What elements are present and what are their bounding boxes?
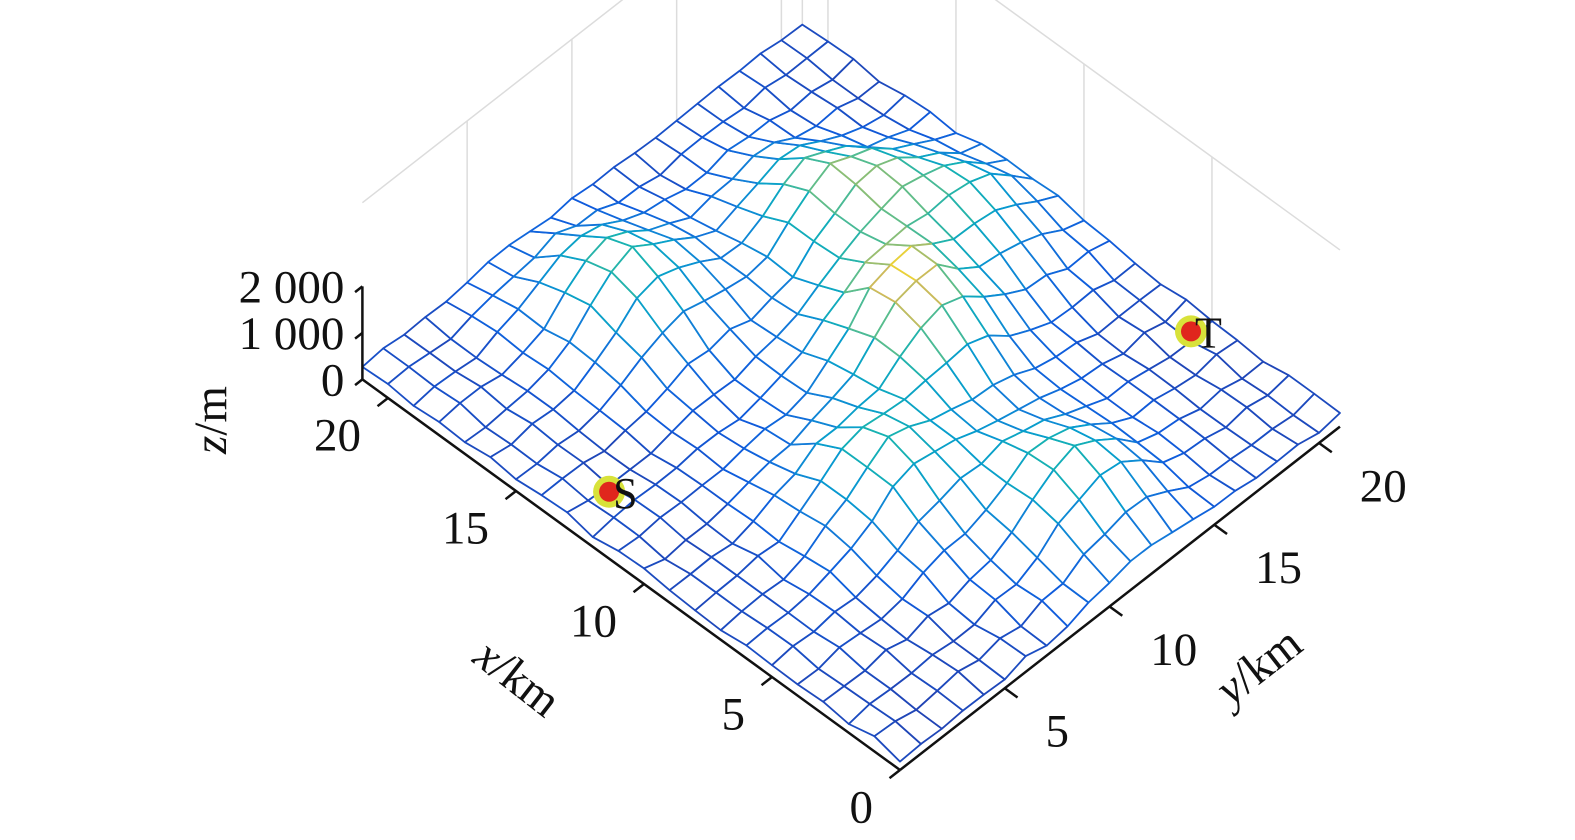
x-tick-label: 15 xyxy=(442,502,489,554)
x-tick-mark xyxy=(376,397,389,408)
x-tick-mark xyxy=(632,583,645,594)
marker-label: T xyxy=(1195,308,1222,357)
z-tick-mark xyxy=(354,285,364,294)
x-tick-mark xyxy=(760,676,773,687)
surface-mesh xyxy=(361,23,1341,763)
y-tick-mark xyxy=(1108,605,1124,617)
x-tick-label: 5 xyxy=(722,688,746,740)
y-tick-label: 15 xyxy=(1255,542,1302,594)
axis-walls xyxy=(361,0,1341,334)
markers: ST xyxy=(593,308,1222,518)
z-tick-label: 0 xyxy=(321,354,345,406)
marker-label: S xyxy=(613,469,637,518)
y-tick-label: 10 xyxy=(1150,624,1197,676)
z-tick-mark xyxy=(354,378,364,387)
x-tick-label: 10 xyxy=(570,595,617,647)
x-tick-mark xyxy=(504,490,517,501)
x-tick-label: 20 xyxy=(314,409,361,461)
x-tick-mark xyxy=(888,769,901,780)
mesh-cell xyxy=(1292,392,1341,434)
z-tick-mark xyxy=(354,331,364,340)
y-tick-label: 5 xyxy=(1045,706,1069,758)
marker-dot xyxy=(1181,321,1201,342)
x-axis-label: x/km xyxy=(463,628,570,727)
z-tick-label: 2 000 xyxy=(239,261,345,313)
wall-top-edge xyxy=(361,0,1341,251)
x-tick-label: 0 xyxy=(850,781,874,833)
y-tick-mark xyxy=(1004,687,1019,699)
y-tick-label: 20 xyxy=(1360,460,1407,512)
y-tick-mark xyxy=(1318,441,1333,454)
x-axis-line xyxy=(361,378,901,772)
z-axis-label: z/m xyxy=(185,386,237,455)
marker-dot xyxy=(599,481,620,502)
y-tick-mark xyxy=(1213,523,1228,536)
y-axis-label: y/km xyxy=(1203,617,1312,718)
y-axis-line xyxy=(899,425,1341,771)
z-tick-label: 1 000 xyxy=(239,308,345,360)
